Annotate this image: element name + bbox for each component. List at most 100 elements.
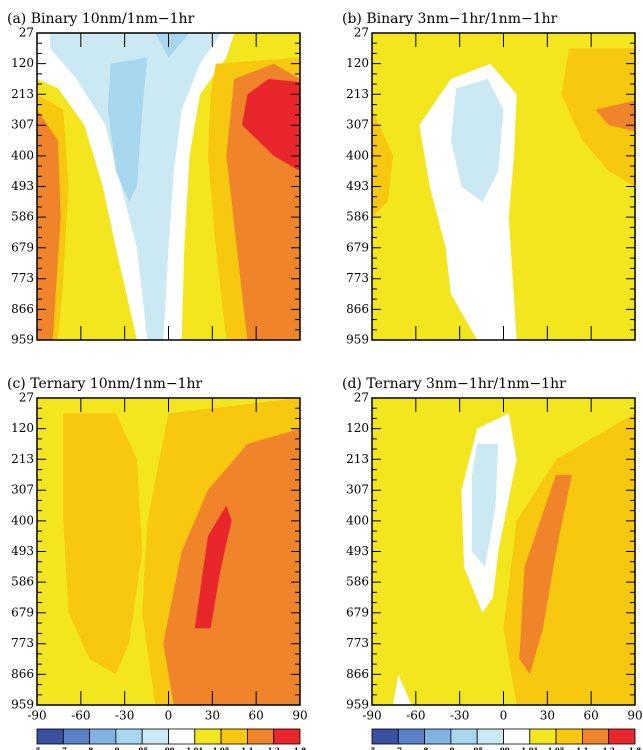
colorbar-box: [424, 728, 452, 745]
colorbar-label: .7: [60, 746, 67, 750]
colorbar-label: .9: [112, 746, 119, 750]
y-tick-label: 866: [11, 667, 34, 681]
y-tick-label: 866: [346, 302, 369, 316]
colorbar-label: 1.05: [213, 746, 230, 750]
y-tick-label: 959: [11, 333, 34, 347]
colorbar-box: [397, 728, 425, 745]
colorbar-label: .99: [162, 746, 174, 750]
x-tick-label: -90: [27, 709, 46, 723]
y-tick-label: 586: [11, 575, 34, 589]
y-tick-label: 679: [11, 605, 34, 619]
y-tick-label: 493: [346, 179, 369, 193]
colorbar-label: 1.1: [576, 746, 588, 750]
x-tick-label: -60: [406, 709, 425, 723]
y-tick-label: 213: [11, 87, 34, 101]
colorbar-label: .95: [471, 746, 483, 750]
y-tick-label: 120: [11, 56, 34, 70]
y-tick-label: 866: [346, 667, 369, 681]
y-tick-label: 213: [346, 452, 369, 466]
contour-region: [242, 79, 300, 172]
contour-region: [194, 505, 232, 629]
x-tick-label: 0: [500, 709, 508, 723]
colorbar-label: 1.01: [186, 746, 203, 750]
x-tick-label: -60: [71, 709, 90, 723]
x-tick-label: 30: [540, 709, 555, 723]
contours: [37, 33, 300, 341]
contour-region: [561, 48, 635, 187]
contour-region: [155, 33, 190, 58]
x-tick-label: -30: [450, 709, 469, 723]
colorbar-label: 1.8: [294, 746, 306, 750]
y-tick-label: 773: [11, 636, 34, 650]
colorbar-box: [608, 728, 636, 745]
x-tick-label: 0: [165, 709, 173, 723]
y-tick-label: 400: [346, 148, 369, 162]
y-tick-label: 307: [346, 118, 369, 132]
panel-title: (d) Ternary 3nm−1hr/1nm−1hr: [342, 376, 566, 392]
colorbar-label: .8: [86, 746, 93, 750]
y-tick-label: 120: [11, 421, 34, 435]
y-tick-label: 27: [354, 391, 369, 405]
x-tick-label: 90: [627, 709, 642, 723]
y-tick-label: 400: [11, 513, 34, 527]
y-tick-label: 959: [11, 698, 34, 712]
colorbar-box: [115, 728, 143, 745]
contour-region: [163, 428, 300, 705]
colorbar-box: [220, 728, 248, 745]
x-tick-label: 30: [205, 709, 220, 723]
contour-region: [372, 109, 394, 218]
panel-title: (b) Binary 3nm−1hr/1nm−1hr: [342, 11, 558, 27]
colorbar-label: .9: [447, 746, 454, 750]
y-tick-label: 586: [11, 210, 34, 224]
colorbar-label: .8: [421, 746, 428, 750]
contour-region: [63, 413, 143, 675]
panel-title: (c) Ternary 10nm/1nm−1hr: [7, 376, 203, 392]
colorbar-box: [62, 728, 90, 745]
colorbar-label: 1.8: [629, 746, 641, 750]
y-tick-label: 27: [19, 26, 34, 40]
y-tick-label: 959: [346, 333, 369, 347]
y-tick-label: 679: [346, 240, 369, 254]
x-tick-label: 60: [249, 709, 264, 723]
colorbar-label: .99: [497, 746, 509, 750]
contour-region: [450, 79, 504, 202]
y-tick-label: 493: [11, 544, 34, 558]
y-tick-label: 586: [346, 575, 369, 589]
y-tick-label: 307: [11, 483, 34, 497]
y-tick-label: 213: [11, 452, 34, 466]
colorbar-box: [141, 728, 169, 745]
y-tick-label: 493: [346, 544, 369, 558]
colorbar-label: .5: [368, 746, 375, 750]
colorbar-box: [555, 728, 583, 745]
colorbar-box: [246, 728, 275, 745]
panel-title: (a) Binary 10nm/1nm−1hr: [7, 11, 195, 27]
y-tick-label: 27: [354, 26, 369, 40]
y-tick-label: 307: [11, 118, 34, 132]
y-tick-label: 27: [19, 391, 34, 405]
y-tick-label: 120: [346, 421, 369, 435]
x-tick-label: 60: [584, 709, 599, 723]
y-tick-label: 773: [346, 636, 369, 650]
y-tick-label: 773: [346, 271, 369, 285]
contours: [372, 33, 635, 340]
contour-region: [595, 100, 635, 132]
colorbar-label: 1.2: [603, 746, 615, 750]
y-tick-label: 866: [11, 302, 34, 316]
y-tick-label: 120: [346, 56, 369, 70]
contours: [37, 398, 300, 705]
y-tick-label: 307: [346, 483, 369, 497]
y-tick-label: 213: [346, 87, 369, 101]
colorbar-box: [503, 728, 531, 745]
x-tick-label: 90: [292, 709, 307, 723]
contour-region: [37, 109, 61, 340]
x-tick-label: -90: [362, 709, 381, 723]
contour-region: [108, 57, 148, 202]
colorbar-label: 1.1: [241, 746, 253, 750]
x-tick-label: -30: [115, 709, 134, 723]
contour-region: [393, 674, 412, 705]
contour-region: [519, 474, 572, 675]
colorbar-label: 1.2: [268, 746, 280, 750]
